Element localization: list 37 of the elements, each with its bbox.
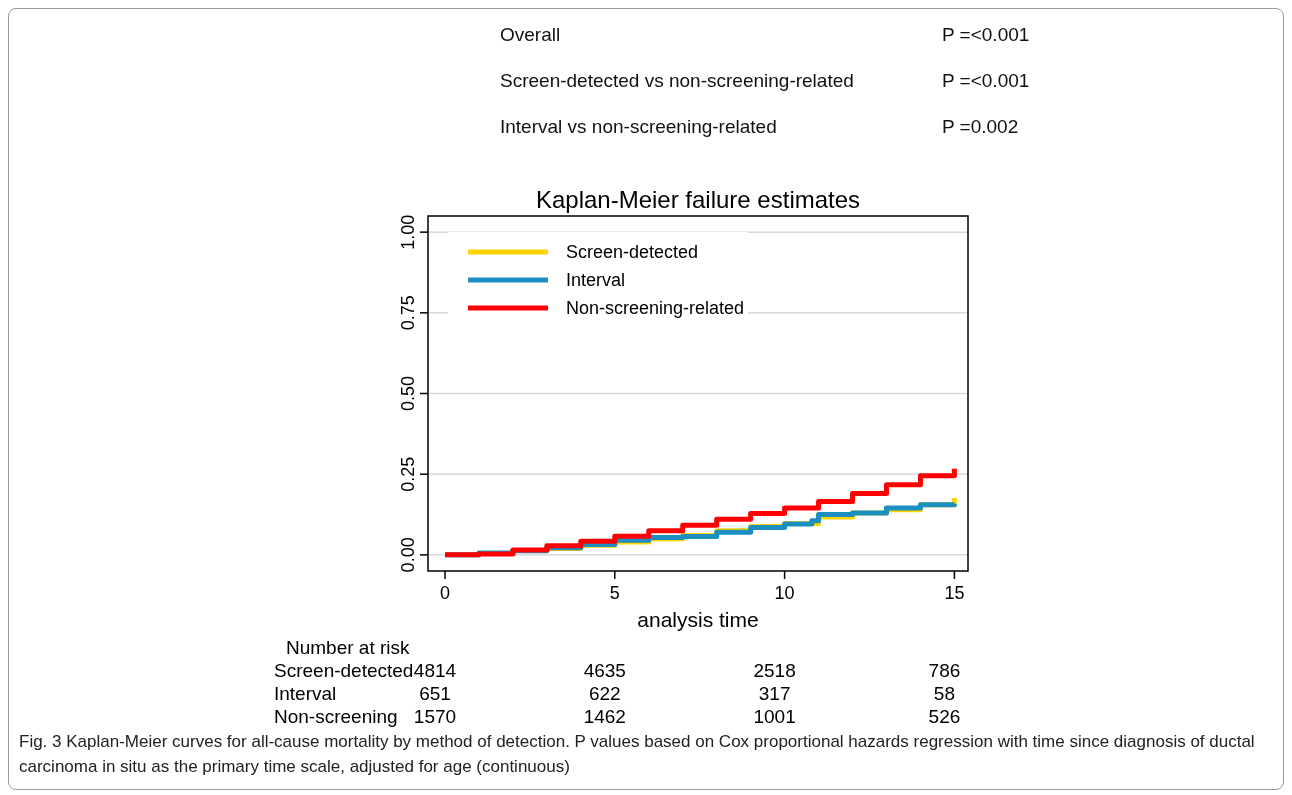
chart-title: Kaplan-Meier failure estimates	[535, 186, 861, 213]
legend-label: Interval	[566, 270, 626, 290]
text: 651	[419, 683, 451, 704]
text: 786	[928, 660, 961, 681]
text: 622	[588, 683, 621, 704]
legend-label: Screen-detected	[566, 242, 699, 262]
text: 2518	[753, 660, 796, 681]
x-tick-label: 0	[439, 583, 450, 603]
y-tick-label: 1.00	[398, 214, 418, 250]
text: 4635	[583, 660, 626, 681]
text: P =0.002	[942, 116, 1019, 137]
x-tick-label: 5	[609, 583, 620, 603]
text: 1462	[583, 706, 626, 727]
y-tick-label: 0.00	[398, 537, 418, 573]
text: 58	[933, 683, 955, 704]
text: 1570	[413, 706, 457, 727]
text: 526	[928, 706, 961, 727]
text: Screen-detected	[274, 660, 414, 681]
x-tick-label: 15	[944, 583, 965, 603]
text: Interval vs non-screening-related	[500, 116, 777, 137]
text: P =<0.001	[942, 70, 1030, 91]
text: Screen-detected vs non-screening-related	[500, 70, 854, 91]
text: Number at risk	[286, 637, 411, 658]
text: P =<0.001	[942, 24, 1030, 45]
text: 317	[758, 683, 791, 704]
text: 4814	[413, 660, 457, 681]
y-tick-label: 0.50	[398, 375, 418, 412]
caption: Fig. 3 Kaplan-Meier curves for all-cause mortality by method of detection. P values based on Cox proportional hazards regression with time since diagnosis of ductal carcinoma in situ as the primary time scale, adjusted for age (continuous)	[18, 731, 1256, 778]
text: Interval	[274, 683, 337, 704]
y-tick-label: 0.75	[398, 295, 418, 331]
y-tick-label: 0.25	[398, 456, 418, 492]
x-tick-label: 10	[774, 583, 795, 603]
text: Overall	[500, 24, 561, 45]
text: 1001	[753, 706, 796, 727]
legend-label: Non-screening-related	[566, 298, 745, 318]
x-axis-title: analysis time	[637, 608, 759, 631]
text: Non-screening	[274, 706, 398, 727]
